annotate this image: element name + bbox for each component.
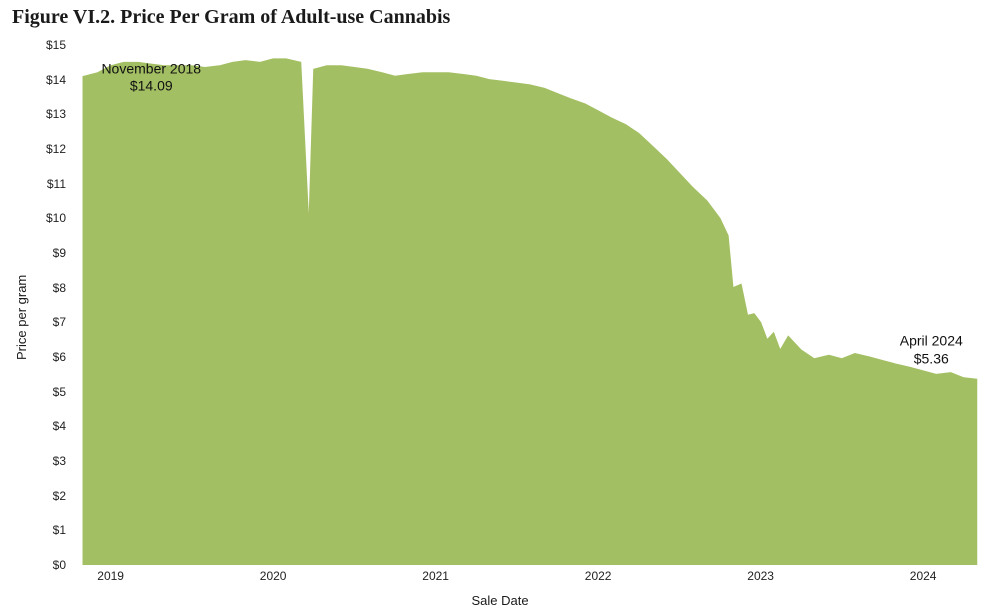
annotation-line1: April 2024: [900, 333, 963, 351]
y-tick-label: $6: [6, 350, 66, 364]
x-tick-label: 2020: [260, 569, 287, 583]
y-tick-label: $10: [6, 211, 66, 225]
x-axis-label: Sale Date: [0, 593, 1000, 608]
annotation-line1: November 2018: [101, 60, 201, 78]
x-tick-label: 2019: [97, 569, 124, 583]
x-tick-label: 2022: [585, 569, 612, 583]
y-tick-label: $8: [6, 281, 66, 295]
chart-annotation: November 2018$14.09: [101, 60, 201, 95]
y-tick-label: $14: [6, 73, 66, 87]
y-tick-label: $4: [6, 419, 66, 433]
annotation-line2: $5.36: [900, 350, 963, 368]
y-tick-label: $2: [6, 489, 66, 503]
y-tick-label: $15: [6, 38, 66, 52]
y-tick-label: $3: [6, 454, 66, 468]
plot-area: [70, 45, 980, 565]
chart-title: Figure VI.2. Price Per Gram of Adult-use…: [12, 6, 450, 29]
y-tick-label: $13: [6, 107, 66, 121]
annotation-line2: $14.09: [101, 78, 201, 96]
y-tick-label: $0: [6, 558, 66, 572]
x-tick-label: 2021: [422, 569, 449, 583]
figure-container: Figure VI.2. Price Per Gram of Adult-use…: [0, 0, 1000, 614]
x-tick-label: 2024: [910, 569, 937, 583]
x-tick-label: 2023: [747, 569, 774, 583]
chart-annotation: April 2024$5.36: [900, 333, 963, 368]
area-chart-svg: [70, 45, 980, 565]
y-tick-label: $1: [6, 523, 66, 537]
y-tick-label: $9: [6, 246, 66, 260]
area-series: [83, 59, 977, 565]
y-tick-label: $7: [6, 315, 66, 329]
y-tick-label: $5: [6, 385, 66, 399]
y-tick-label: $11: [6, 177, 66, 191]
y-tick-label: $12: [6, 142, 66, 156]
